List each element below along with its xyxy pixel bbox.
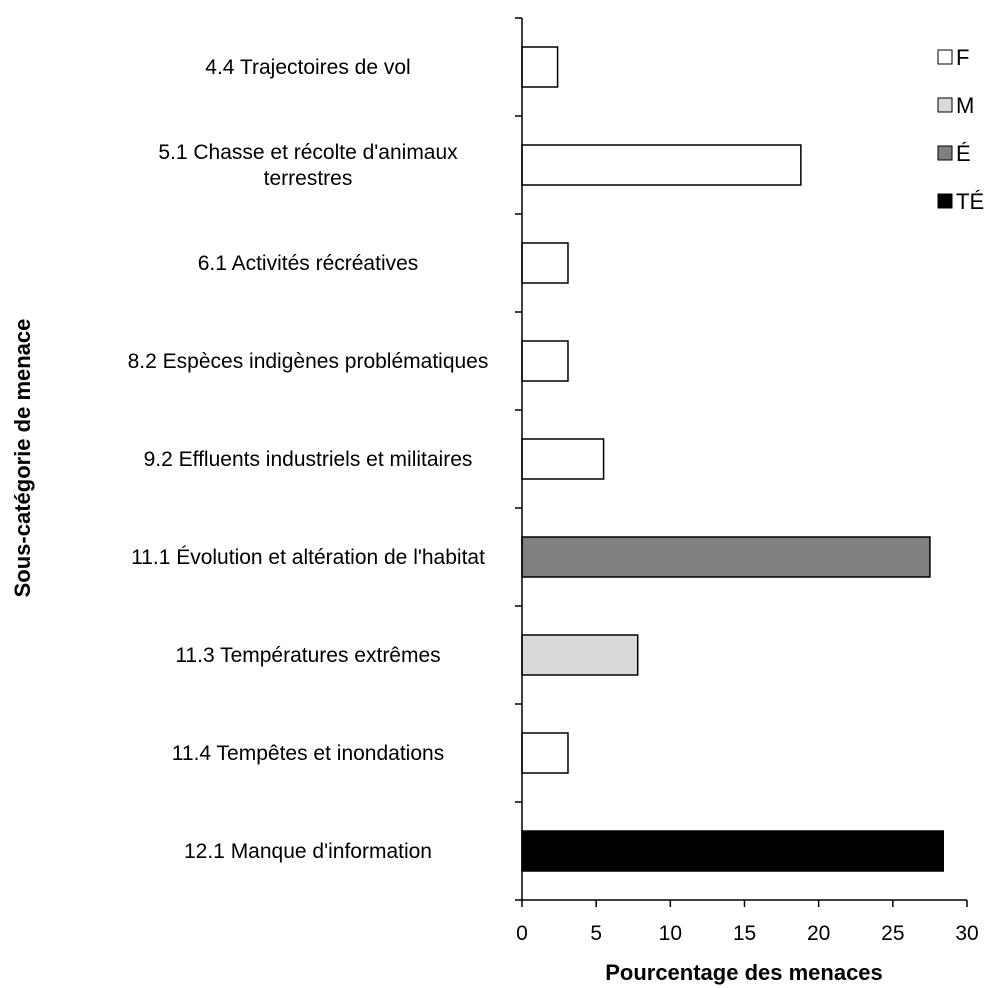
bar — [521, 242, 569, 284]
bars — [521, 46, 945, 872]
bar — [521, 732, 569, 774]
category-label: 8.2 Espèces indigènes problématiques — [128, 350, 489, 373]
category-labels: 4.4 Trajectoires de vol 5.1 Chasse et réc… — [128, 56, 489, 863]
category-label: 11.4 Tempêtes et inondations — [172, 742, 444, 765]
x-tick-label: 20 — [807, 922, 830, 945]
category-label: 4.4 Trajectoires de vol — [205, 56, 410, 79]
category-label: 11.1 Évolution et altération de l'habita… — [131, 546, 485, 569]
category-label-line: 6.1 Activités récréatives — [198, 252, 419, 275]
legend: FMÉ TÉ — [937, 45, 984, 214]
bar — [521, 536, 931, 578]
category-label-line: 12.1 Manque d'information — [184, 840, 432, 863]
category-label-line: 11.3 Températures extrêmes — [175, 644, 440, 667]
category-label-line: terrestres — [264, 167, 353, 190]
x-tick-label: 10 — [659, 922, 682, 945]
category-label: 6.1 Activités récréatives — [198, 252, 419, 275]
legend-swatch — [937, 145, 953, 161]
legend-label: F — [956, 45, 969, 70]
x-axis-title: Pourcentage des menaces — [605, 960, 883, 985]
category-label-line: 9.2 Effluents industriels et militaires — [144, 448, 473, 471]
category-label-line: 11.1 Évolution et altération de l'habita… — [131, 546, 485, 569]
legend-label: M — [956, 93, 974, 118]
category-label-line: 8.2 Espèces indigènes problématiques — [128, 350, 489, 373]
bar — [521, 830, 945, 872]
legend-label: TÉ — [956, 189, 984, 214]
x-tick-label: 15 — [733, 922, 756, 945]
bar — [521, 634, 639, 676]
x-tick-label: 5 — [590, 922, 602, 945]
x-tick-label: 0 — [516, 922, 528, 945]
category-label: 5.1 Chasse et récolte d'animaux terrestre… — [158, 141, 458, 190]
legend-label: É — [956, 141, 971, 166]
category-label: 11.3 Températures extrêmes — [175, 644, 440, 667]
x-tick-label: 25 — [881, 922, 904, 945]
bar — [521, 438, 605, 480]
bar — [521, 46, 559, 88]
category-label: 9.2 Effluents industriels et militaires — [144, 448, 473, 471]
y-axis-title: Sous-catégorie de menace — [10, 319, 35, 598]
legend-swatch — [937, 97, 953, 113]
bar — [521, 144, 802, 186]
category-label-line: 11.4 Tempêtes et inondations — [172, 742, 444, 765]
bar — [521, 340, 569, 382]
legend-swatch — [937, 193, 953, 209]
category-label-line: 4.4 Trajectoires de vol — [205, 56, 410, 79]
category-label: 12.1 Manque d'information — [184, 840, 432, 863]
x-ticks: 0 5 10 15 20 25 30 — [516, 900, 979, 945]
legend-swatch — [937, 49, 953, 65]
category-label-line: 5.1 Chasse et récolte d'animaux — [158, 141, 458, 164]
x-tick-label: 30 — [955, 922, 978, 945]
